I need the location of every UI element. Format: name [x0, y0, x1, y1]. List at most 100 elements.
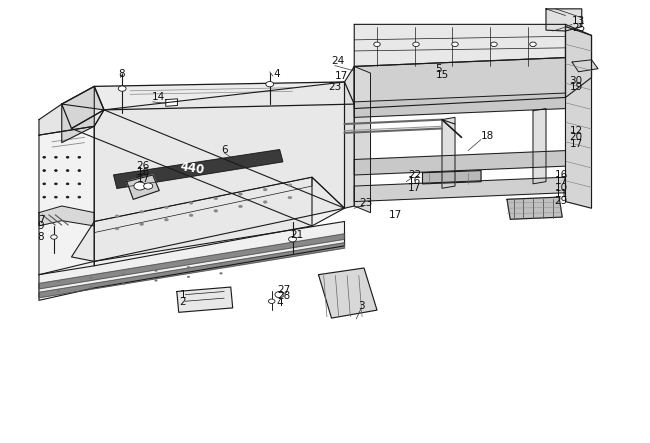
Circle shape	[51, 235, 57, 239]
Circle shape	[530, 42, 536, 47]
Text: 17: 17	[136, 174, 150, 184]
Text: 10: 10	[554, 183, 567, 193]
Circle shape	[187, 276, 190, 278]
Text: 16: 16	[408, 176, 421, 186]
Text: 19: 19	[569, 82, 582, 92]
Circle shape	[164, 206, 168, 209]
Circle shape	[55, 170, 57, 171]
Polygon shape	[94, 82, 354, 110]
Circle shape	[189, 202, 193, 204]
Circle shape	[90, 277, 92, 279]
Text: 8: 8	[118, 70, 125, 79]
Circle shape	[55, 183, 57, 185]
Circle shape	[155, 280, 157, 281]
Text: 27: 27	[277, 285, 290, 295]
Circle shape	[288, 184, 292, 187]
Text: 1: 1	[179, 290, 186, 300]
Circle shape	[452, 42, 458, 47]
Polygon shape	[72, 177, 344, 261]
Polygon shape	[114, 150, 283, 188]
Text: 16: 16	[554, 170, 567, 179]
Polygon shape	[39, 222, 344, 300]
Circle shape	[491, 42, 497, 47]
Circle shape	[122, 273, 125, 275]
Text: 26: 26	[136, 161, 150, 171]
Text: 16: 16	[136, 167, 150, 177]
Circle shape	[78, 156, 81, 158]
Polygon shape	[354, 151, 566, 175]
Circle shape	[43, 170, 46, 171]
Circle shape	[239, 205, 242, 208]
Circle shape	[115, 215, 119, 218]
Polygon shape	[354, 93, 566, 117]
Circle shape	[66, 196, 69, 198]
Polygon shape	[566, 24, 592, 97]
Circle shape	[155, 270, 157, 272]
Circle shape	[118, 86, 126, 91]
Polygon shape	[62, 86, 104, 128]
Polygon shape	[318, 268, 377, 318]
Circle shape	[78, 170, 81, 171]
Circle shape	[57, 280, 60, 282]
Circle shape	[374, 42, 380, 47]
Polygon shape	[39, 234, 344, 289]
Circle shape	[214, 210, 218, 212]
Polygon shape	[572, 60, 598, 72]
Polygon shape	[39, 243, 344, 298]
Text: 8: 8	[38, 232, 44, 241]
Text: 9: 9	[38, 222, 44, 231]
Text: 7: 7	[38, 215, 44, 225]
Polygon shape	[354, 58, 566, 109]
Text: 13: 13	[572, 16, 585, 26]
Text: 17: 17	[569, 139, 582, 149]
Polygon shape	[354, 66, 370, 213]
Polygon shape	[72, 110, 344, 226]
Polygon shape	[39, 206, 94, 226]
Circle shape	[263, 201, 267, 203]
Circle shape	[263, 188, 267, 191]
Circle shape	[90, 287, 92, 288]
Circle shape	[164, 218, 168, 221]
Text: 6: 6	[221, 145, 228, 155]
Text: 4: 4	[277, 298, 283, 308]
Polygon shape	[39, 126, 94, 275]
Circle shape	[66, 170, 69, 171]
Text: 17: 17	[408, 183, 421, 193]
Text: 29: 29	[554, 196, 567, 206]
Text: 14: 14	[151, 92, 164, 101]
Polygon shape	[94, 82, 344, 266]
Polygon shape	[507, 197, 562, 219]
Polygon shape	[166, 99, 177, 106]
Text: 24: 24	[332, 56, 344, 66]
Polygon shape	[566, 27, 592, 208]
Circle shape	[140, 223, 144, 225]
Text: 23: 23	[328, 82, 341, 92]
Circle shape	[289, 237, 296, 242]
Text: 12: 12	[569, 126, 582, 136]
Polygon shape	[422, 171, 481, 184]
Text: 28: 28	[277, 291, 290, 301]
Polygon shape	[533, 109, 546, 184]
Circle shape	[140, 210, 144, 213]
Text: 23: 23	[359, 198, 372, 208]
Text: 440: 440	[179, 160, 205, 177]
Polygon shape	[344, 66, 354, 208]
Text: 17: 17	[554, 176, 567, 186]
Circle shape	[122, 283, 125, 285]
Polygon shape	[127, 175, 159, 199]
Circle shape	[266, 82, 274, 87]
Text: 4: 4	[273, 70, 280, 79]
Polygon shape	[546, 9, 582, 31]
Text: 17: 17	[389, 210, 402, 220]
Polygon shape	[442, 117, 455, 188]
Text: 17: 17	[335, 71, 348, 81]
Text: 3: 3	[358, 301, 365, 311]
Circle shape	[275, 291, 284, 298]
Polygon shape	[354, 177, 566, 202]
Circle shape	[115, 227, 119, 230]
Circle shape	[288, 196, 292, 199]
Circle shape	[66, 156, 69, 158]
Polygon shape	[39, 104, 104, 135]
Circle shape	[239, 193, 242, 195]
Text: 11: 11	[554, 190, 567, 199]
